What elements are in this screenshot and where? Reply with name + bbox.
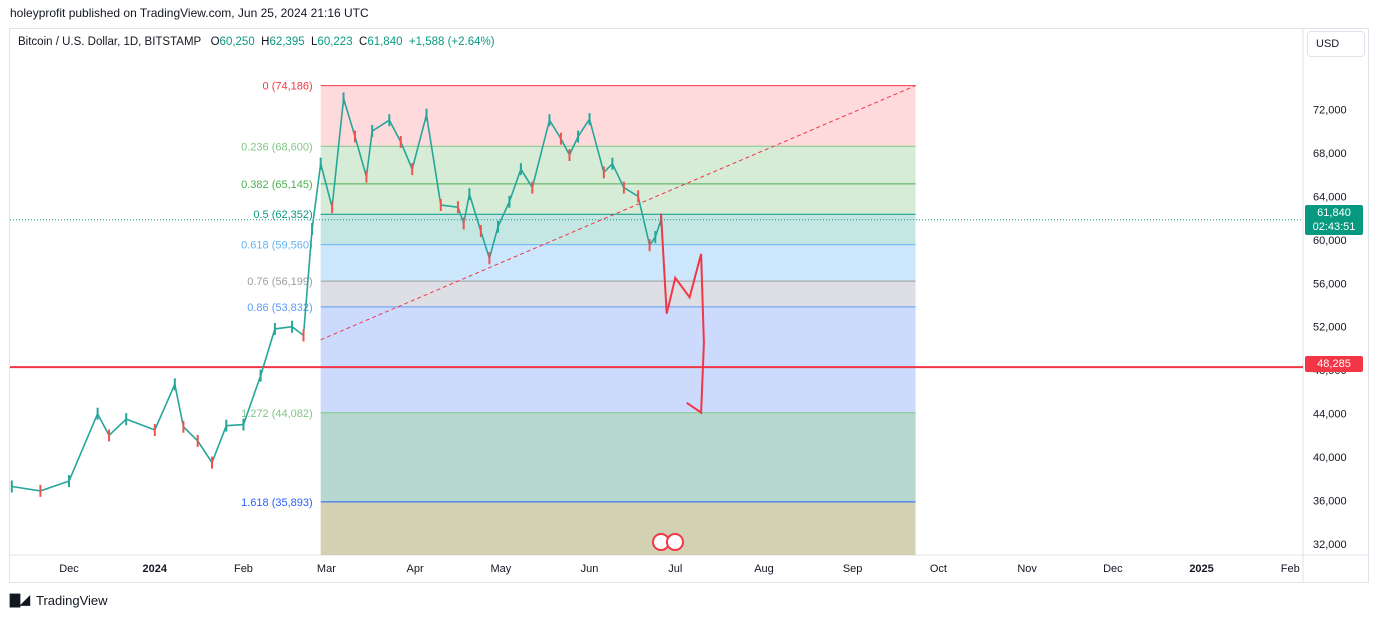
fib-zone-0 [320,85,916,147]
symbol-legend: Bitcoin / U.S. Dollar, 1D, BITSTAMP O60,… [18,36,495,48]
open-label: O [210,36,220,48]
y-tick-label: 56,000 [1313,278,1347,290]
low-label: L [311,36,318,48]
symbol-name[interactable]: Bitcoin / U.S. Dollar, 1D, BITSTAMP [18,36,201,48]
brand-name[interactable]: TradingView [36,592,108,608]
fib-level-label-0.5: 0.5 (62,352) [253,209,312,221]
fib-zone-6 [320,306,916,413]
trend-line [320,85,916,341]
high-label: H [261,36,270,48]
level-price-tag: 48,285 [1305,356,1363,372]
x-tick-label: 2024 [143,563,168,575]
low-value: 60,223 [317,36,353,48]
fib-zone-8 [320,501,916,555]
x-tick-label: Apr [406,563,423,575]
projection-arrow [660,213,705,415]
fib-level-label-0: 0 (74,186) [263,81,313,93]
y-tick-label: 44,000 [1313,409,1347,421]
currency-button[interactable]: USD [1307,31,1365,57]
y-tick-label: 52,000 [1313,322,1347,334]
y-tick-label: 68,000 [1313,148,1347,160]
x-tick-label: Sep [843,563,863,575]
x-tick-label: Aug [754,563,774,575]
fib-level-label-0.86: 0.86 (53,832) [247,302,312,314]
fib-level-label-0.76: 0.76 (56,199) [247,276,312,288]
x-tick-label: Jul [668,563,682,575]
tradingview-logo-icon[interactable]: ▇◢ [10,592,30,607]
last-price-value: 61,840 [1317,207,1351,219]
change-value: +1,588 (+2.64%) [408,36,495,48]
fib-level-label-1.618: 1.618 (35,893) [241,497,313,509]
y-tick-label: 64,000 [1313,191,1347,203]
high-value: 62,395 [269,36,305,48]
y-tick-label: 72,000 [1313,104,1347,116]
publisher-line: holeyprofit published on TradingView.com… [10,6,369,20]
fib-zone-7 [320,412,916,502]
fib-zone-3 [320,214,916,245]
y-tick-label: 36,000 [1313,496,1347,508]
fib-zone-4 [320,244,916,282]
fib-level-label-1.272: 1.272 (44,082) [241,408,313,420]
fib-zone-2 [320,183,916,215]
x-tick-label: May [490,563,511,575]
x-tick-label: Feb [234,563,253,575]
fib-level-label-0.382: 0.382 (65,145) [241,179,313,191]
countdown-value: 02:43:51 [1312,221,1356,233]
x-tick-label: Jun [581,563,599,575]
y-tick-label: 40,000 [1313,452,1347,464]
chart-frame [9,28,1369,583]
y-tick-label: 32,000 [1313,539,1347,551]
last-price-tag: 61,840 02:43:51 [1305,205,1363,235]
open-value: 60,250 [219,36,255,48]
x-tick-label: Nov [1017,563,1037,575]
y-tick-label: 60,000 [1313,235,1347,247]
economic-event-flag-icon [666,533,684,551]
footer: ▇◢ TradingView [10,592,108,608]
x-tick-label: Feb [1281,563,1300,575]
x-tick-label: 2025 [1189,563,1213,575]
price-series-line [11,98,662,492]
x-tick-label: Dec [59,563,79,575]
x-tick-label: Dec [1103,563,1123,575]
fib-zone-5 [320,281,916,307]
x-tick-label: Mar [317,563,336,575]
fib-level-label-0.236: 0.236 (68,600) [241,141,313,153]
fib-level-label-0.618: 0.618 (59,560) [241,240,313,252]
x-tick-label: Oct [930,563,947,575]
close-value: 61,840 [367,36,403,48]
fib-zone-1 [320,146,916,184]
close-label: C [359,36,368,48]
